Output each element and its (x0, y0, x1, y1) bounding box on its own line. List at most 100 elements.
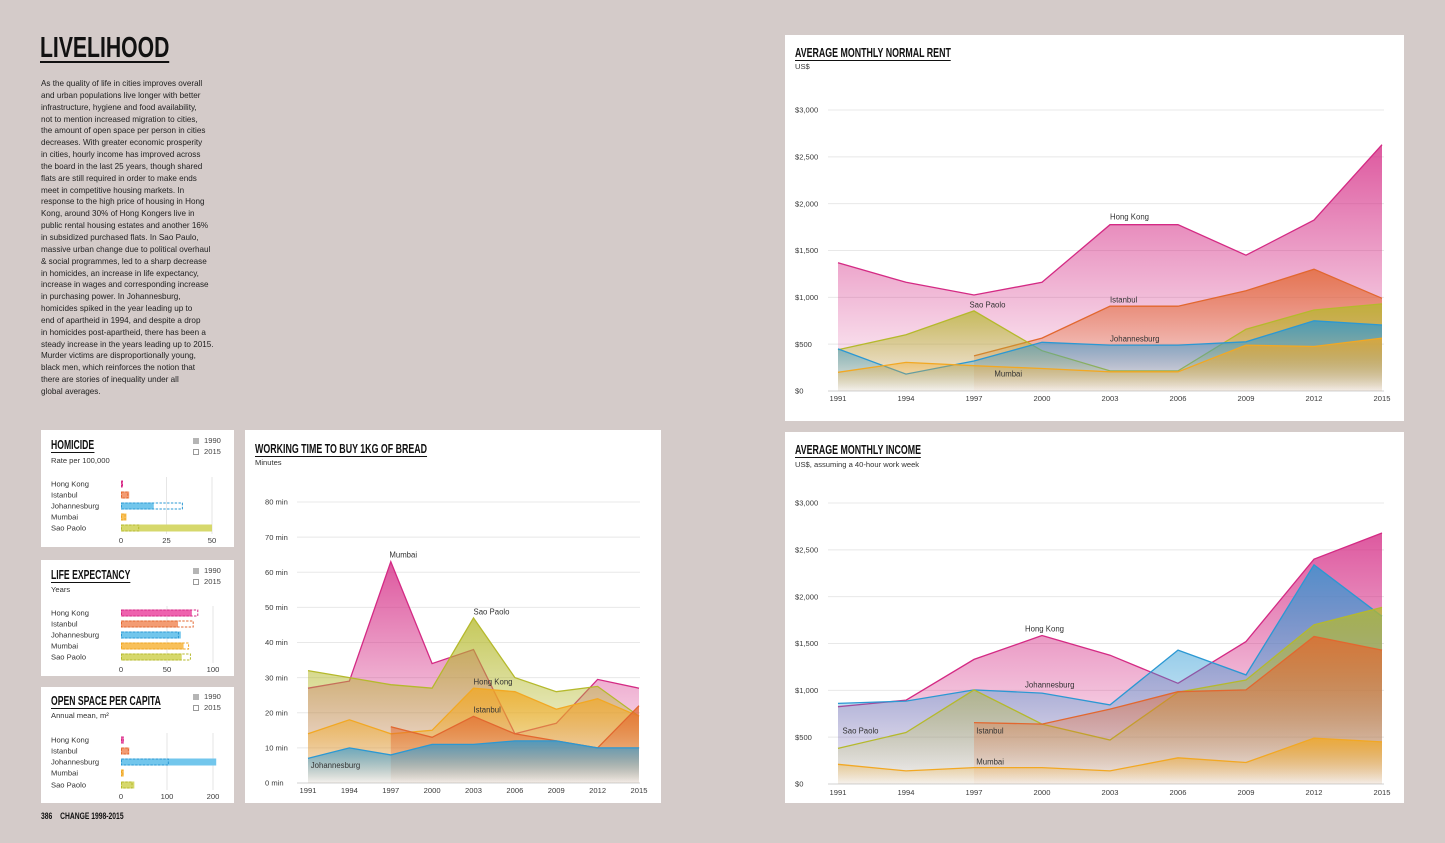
legend: 1990 2015 (193, 435, 221, 457)
x-tick-label: 2006 (1170, 788, 1187, 797)
intro-line: global averages. (41, 386, 101, 396)
category-label: Mumbai (51, 513, 78, 522)
bar-johannesburg-2015 (121, 502, 183, 510)
intro-line: the board in the last 25 years, though s… (41, 161, 203, 171)
y-tick-label: $500 (795, 733, 812, 742)
y-tick-label: 60 min (265, 568, 288, 577)
intro-line: Murder victims are disproportionally you… (41, 351, 196, 361)
intro-line: black men, which reinforces the notion t… (41, 363, 196, 373)
y-tick-label: 70 min (265, 533, 288, 542)
intro-line: meet in competitive housing markets. In (41, 185, 185, 195)
bar-sao-paolo-1990 (121, 653, 182, 661)
bar-sao-paolo-2015 (121, 781, 133, 789)
legend-label: 1990 (204, 566, 221, 575)
bar-hong-kong-2015 (121, 480, 123, 488)
x-tick-label: 2006 (506, 786, 523, 795)
homicide-panel: 0 25 50 Hong Kong Istanbul Johannesburg Mumbai… (41, 430, 234, 547)
category-label: Istanbul (51, 620, 78, 629)
x-tick-label: 2015 (1374, 394, 1391, 403)
y-tick-label: $0 (795, 780, 803, 789)
bar-istanbul-2015 (121, 620, 194, 628)
chart-subtitle: US$ (795, 62, 810, 71)
bar-istanbul-1990 (121, 620, 179, 628)
x-tick-label: 2009 (548, 786, 565, 795)
rent-panel: $0 $500 $1,000 $1,500 $2,000 $2,500 $3,000 1991… (785, 35, 1404, 421)
area-mumbai (838, 738, 1382, 784)
annotation-mumbai: Mumbai (389, 550, 417, 559)
x-tick-label: 0 (119, 792, 123, 801)
bar-istanbul-2015 (121, 491, 129, 499)
intro-line: response to the high price of housing in… (41, 197, 205, 207)
category-label: Hong Kong (51, 480, 89, 489)
line-istanbul (973, 268, 1383, 357)
x-tick-label: 1994 (341, 786, 358, 795)
annotation-johannesburg: Johannesburg (1025, 681, 1074, 690)
y-tick-label: $1,500 (795, 639, 818, 648)
chart-title: HOMICIDE (51, 436, 114, 453)
intro-line: massive urban change due to political ov… (41, 244, 211, 254)
category-label: Johannesburg (51, 758, 99, 767)
bar-sao-paolo-1990 (121, 781, 135, 789)
y-tick-label: $1,500 (795, 246, 818, 255)
page-title-text: LIVELIHOOD (40, 32, 170, 64)
x-tick-label: 1991 (830, 394, 847, 403)
x-tick-label: 2006 (1170, 394, 1187, 403)
chart-title-text: OPEN SPACE PER CAPITA (51, 694, 161, 709)
chart-title-text: LIFE EXPECTANCY (51, 568, 131, 583)
page-footer: 386 CHANGE 1998-2015 (41, 810, 124, 822)
x-tick-label: 1997 (382, 786, 399, 795)
intro-line: As the quality of life in cities improve… (41, 79, 203, 88)
y-tick-label: 30 min (265, 673, 288, 682)
y-tick-label: $2,500 (795, 153, 818, 162)
y-tick-label: 80 min (265, 498, 288, 507)
chart-subtitle: US$, assuming a 40-hour work week (795, 460, 920, 469)
category-label: Sao Paolo (51, 653, 86, 662)
chart-subtitle: Minutes (255, 458, 282, 467)
life-expectancy-chart: 0 50 100 Hong Kong Istanbul Johannesburg Mumba… (51, 606, 219, 674)
area-istanbul (974, 636, 1382, 784)
category-label: Johannesburg (51, 502, 99, 511)
annotation-sao-paolo: Sao Paolo (474, 608, 511, 617)
intro-line: infrastructure, hygiene and food availab… (41, 102, 197, 112)
x-tick-label: 2000 (424, 786, 441, 795)
bar-johannesburg-1990 (121, 502, 154, 510)
x-tick-label: 1997 (966, 788, 983, 797)
legend-item-2015: 2015 (193, 446, 221, 457)
rent-chart: $0 $500 $1,000 $1,500 $2,000 $2,500 $3,000 1991… (795, 106, 1391, 403)
line-hong-kong (837, 532, 1383, 708)
bar-sao-paolo-2015 (121, 653, 191, 661)
x-tick-label: 2012 (1306, 394, 1323, 403)
section-label: CHANGE 1998-2015 (60, 811, 124, 821)
x-tick-label: 2000 (1034, 394, 1051, 403)
category-label: Sao Paolo (51, 781, 86, 790)
y-tick-label: $3,000 (795, 499, 818, 508)
y-tick-label: $2,000 (795, 199, 818, 208)
x-tick-label: 1991 (300, 786, 317, 795)
bar-istanbul-1990 (121, 491, 130, 499)
income-panel: $0 $500 $1,000 $1,500 $2,000 $2,500 $3,000 1991… (785, 432, 1404, 803)
legend-item-1990: 1990 (193, 691, 221, 702)
y-tick-label: $500 (795, 340, 812, 349)
y-tick-label: 20 min (265, 708, 288, 717)
legend-item-1990: 1990 (193, 435, 221, 446)
x-tick-label: 1994 (898, 788, 915, 797)
legend: 1990 2015 (193, 691, 221, 713)
y-tick-label: $1,000 (795, 293, 818, 302)
legend-label: 2015 (204, 703, 221, 712)
x-tick-label: 2015 (631, 786, 648, 795)
homicide-chart: 0 25 50 Hong Kong Istanbul Johannesburg Mumbai… (51, 477, 216, 545)
line-hong-kong (307, 687, 640, 735)
bar-mumbai-2015 (121, 513, 126, 521)
intro-line: steady increase in the years leading up … (41, 339, 214, 349)
x-tick-label: 2003 (465, 786, 482, 795)
dashed-square-icon (193, 448, 199, 455)
x-tick-label: 1991 (830, 788, 847, 797)
x-tick-label: 2003 (1102, 788, 1119, 797)
life-expectancy-panel: 0 50 100 Hong Kong Istanbul Johannesburg Mumba… (41, 560, 234, 676)
dashed-square-icon (193, 704, 199, 711)
legend-item-2015: 2015 (193, 702, 221, 713)
chart-title: LIFE EXPECTANCY (51, 566, 166, 583)
bar-mumbai-2015 (121, 642, 190, 650)
category-label: Hong Kong (51, 609, 89, 618)
x-tick-label: 0 (119, 536, 123, 545)
